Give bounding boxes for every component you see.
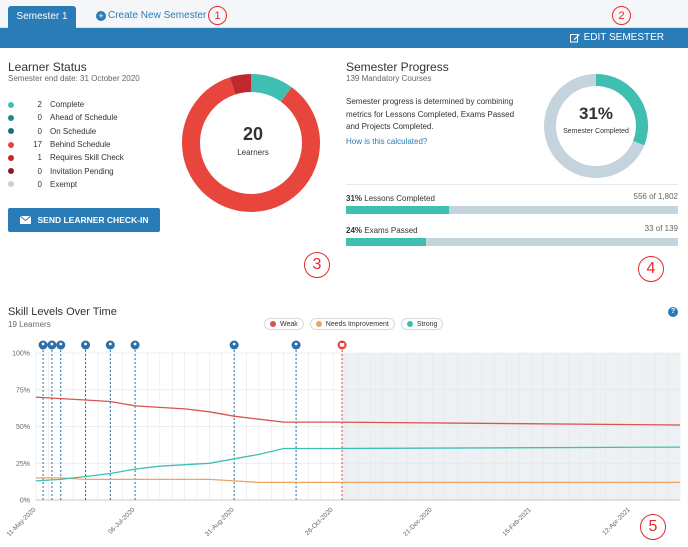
y-tick-label: 75% (16, 387, 30, 394)
y-tick-label: 25% (16, 461, 30, 468)
mandatory-courses-count: 139 Mandatory Courses (346, 74, 432, 83)
learner-count: 20 (242, 124, 264, 144)
status-item-ahead: 0 Ahead of Schedule (8, 111, 178, 124)
x-tick-label: 11-May-2020 (6, 506, 38, 538)
status-dot (8, 101, 14, 108)
lessons-progress-bar (346, 206, 678, 214)
skill-levels-learners: 19 Learners (8, 320, 51, 329)
annotation-5: 5 (640, 514, 666, 540)
tab-semester-1[interactable]: Semester 1 (8, 6, 76, 28)
learner-count-label: Learners (237, 148, 269, 157)
chart-legend: Weak Needs Improvement Strong (264, 318, 444, 330)
status-dot (8, 141, 14, 148)
header-bar: EDIT SEMESTER (0, 28, 688, 48)
status-dot (8, 181, 14, 188)
edit-semester-button[interactable]: EDIT SEMESTER (569, 32, 664, 43)
series-line-strong (35, 446, 681, 482)
progress-ring-fill (544, 74, 648, 178)
learner-status-list: 2 Complete 0 Ahead of Schedule 0 On Schedul… (8, 98, 178, 191)
skill-levels-title: Skill Levels Over Time (8, 306, 117, 318)
exams-progress-bar (346, 238, 678, 246)
edit-semester-label: EDIT SEMESTER (583, 32, 664, 43)
x-tick-label: 12-Apr-2021 (601, 506, 632, 537)
exams-count: 33 of 139 (644, 224, 678, 233)
skill-levels-chart: 100% 75% 50% 25% 0%11-May-2020 06-Jul-2020 31-… (6, 340, 681, 538)
legend-strong[interactable]: Strong (400, 318, 444, 330)
status-dot (8, 128, 14, 135)
legend-needs-improvement[interactable]: Needs Improvement (309, 318, 395, 330)
plus-icon: + (96, 11, 106, 21)
status-dot (8, 168, 14, 175)
y-tick-label: 50% (16, 424, 30, 431)
person-glyph (108, 342, 112, 346)
annotation-1: 1 (208, 6, 227, 25)
create-semester-tab[interactable]: + Create New Semester (96, 10, 206, 21)
y-tick-label: 100% (12, 351, 30, 358)
exams-label: 24% Exams Passed (346, 226, 418, 235)
status-item-on-schedule: 0 On Schedule (8, 125, 178, 138)
legend-weak[interactable]: Weak (264, 318, 304, 330)
envelope-icon (19, 216, 31, 224)
person-glyph (41, 342, 45, 346)
status-dot (8, 114, 14, 121)
person-glyph (232, 342, 236, 346)
person-glyph (50, 342, 54, 346)
x-tick-label: 26-Oct-2020 (304, 506, 335, 537)
lessons-label: 31% Lessons Completed (346, 194, 435, 203)
semester-end-date: Semester end date: 31 October 2020 (8, 74, 140, 83)
annotation-3: 3 (304, 252, 330, 278)
x-tick-label: 21-Dec-2020 (402, 506, 434, 538)
status-item-skill-check: 1 Requires Skill Check (8, 151, 178, 164)
exams-progress-fill (346, 238, 426, 246)
help-icon[interactable]: ? (668, 307, 678, 317)
annotation-2: 2 (612, 6, 631, 25)
section-divider (346, 184, 678, 185)
x-tick-label: 06-Jul-2020 (107, 506, 136, 535)
status-item-complete: 2 Complete (8, 98, 178, 111)
series-line-needs-improvement (36, 477, 680, 484)
person-glyph (84, 342, 87, 346)
series-line-weak (35, 396, 681, 426)
send-learner-check-in-button[interactable]: SEND LEARNER CHECK-IN (8, 208, 160, 232)
edit-icon (569, 33, 580, 42)
annotation-4: 4 (638, 256, 664, 282)
send-check-in-label: SEND LEARNER CHECK-IN (37, 215, 149, 225)
x-tick-label: 15-Feb-2021 (502, 506, 534, 538)
semester-progress-title: Semester Progress (346, 60, 449, 74)
create-semester-label: Create New Semester (108, 10, 207, 21)
semester-percent-label: Semester Completed (563, 128, 629, 135)
lessons-progress-fill (346, 206, 449, 214)
tab-bar: Semester 1 + Create New Semester (0, 0, 688, 28)
donut-slice-requires-skill-check (182, 74, 320, 212)
status-dot (8, 154, 14, 161)
how-calculated-link[interactable]: How is this calculated? (346, 137, 428, 146)
lessons-count: 556 of 1,802 (633, 192, 678, 201)
progress-description: Semester progress is determined by combi… (346, 97, 515, 131)
donut-slice-behind-schedule (182, 74, 320, 212)
y-tick-label: 0% (20, 498, 30, 505)
semester-percent: 31% (578, 104, 614, 123)
x-tick-label: 31-Aug-2020 (204, 506, 236, 538)
status-item-exempt: 0 Exempt (8, 178, 178, 191)
learner-status-donut (182, 74, 320, 212)
person-glyph (133, 342, 137, 346)
status-item-behind: 17 Behind Schedule (8, 138, 178, 151)
calendar-glyph (339, 343, 345, 347)
person-glyph (294, 342, 298, 346)
status-item-invitation-pending: 0 Invitation Pending (8, 164, 178, 177)
learner-status-title: Learner Status (8, 60, 87, 74)
semester-progress-donut (544, 74, 648, 178)
person-glyph (59, 342, 63, 346)
